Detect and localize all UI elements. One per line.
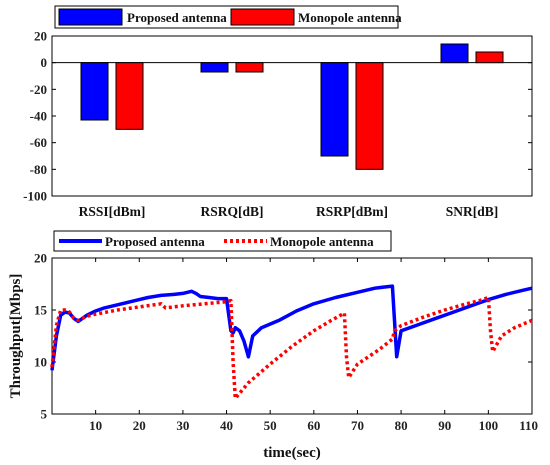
category-label: RSRP[dBm] — [316, 204, 388, 219]
legend-swatch-monopole — [230, 8, 295, 26]
bar-y-tick-label: -20 — [30, 82, 47, 97]
line-x-tick-label: 20 — [133, 418, 146, 433]
bar-monopole-0 — [115, 62, 144, 130]
line-legend: Proposed antenna Monopole antenna — [53, 230, 392, 252]
bar-monopole-3 — [475, 51, 504, 64]
line-x-tick-label: 50 — [264, 418, 277, 433]
category-label: RSRQ[dB] — [200, 204, 263, 219]
x-axis-label: time(sec) — [263, 445, 320, 461]
bar-legend: Proposed antenna Monopole antenna — [54, 5, 402, 29]
bar-proposed-0 — [80, 62, 109, 121]
bar-y-tick-label: -40 — [30, 109, 47, 124]
legend-label-monopole: Monopole antenna — [298, 10, 402, 25]
line-y-tick-label: 5 — [41, 407, 48, 422]
legend-label-proposed: Proposed antenna — [105, 234, 205, 249]
bar-monopole-2 — [355, 62, 384, 170]
bar-proposed-1 — [200, 62, 229, 73]
legend-label-monopole: Monopole antenna — [270, 234, 374, 249]
bar-y-ticks: 20 0 -20 -40 -60 -80 -100 — [23, 29, 532, 204]
bar-proposed-2 — [320, 62, 349, 157]
bar-y-tick-label: -80 — [30, 162, 47, 177]
line-y-tick-label: 20 — [34, 251, 47, 266]
line-plot-frame — [51, 257, 533, 415]
line-x-tick-label: 100 — [479, 418, 499, 433]
bar-y-tick-label: -60 — [30, 135, 47, 150]
legend-label-proposed: Proposed antenna — [127, 10, 227, 25]
line-legend-box — [53, 230, 392, 252]
bar-y-tick-label: 0 — [41, 55, 48, 70]
legend-swatch-proposed — [58, 8, 123, 26]
line-y-tick-label: 15 — [34, 303, 48, 318]
line-y-tick-label: 10 — [34, 355, 47, 370]
bar-legend-box — [54, 5, 399, 29]
y-axis-label: Throughput[Mbps] — [8, 274, 24, 399]
line-x-tick-label: 40 — [220, 418, 233, 433]
bar-monopole-1 — [235, 62, 264, 73]
line-y-ticks: 5 10 15 20 — [34, 251, 532, 422]
line-x-tick-label: 60 — [307, 418, 320, 433]
series-line-proposed — [50, 284, 533, 371]
bar-categories: RSSI[dBm] RSRQ[dB] RSRP[dBm] SNR[dB] — [79, 204, 499, 219]
line-x-ticks: 10 20 30 40 50 60 70 80 90 100 110 — [89, 258, 538, 433]
line-x-tick-label: 110 — [519, 418, 538, 433]
line-x-tick-label: 30 — [176, 418, 189, 433]
bar-y-tick-label: -100 — [23, 189, 47, 204]
line-x-tick-label: 70 — [351, 418, 364, 433]
category-label: RSSI[dBm] — [79, 204, 146, 219]
bar-proposed-3 — [440, 43, 469, 64]
bar-y-tick-label: 20 — [34, 29, 47, 44]
bar-chart: 20 0 -20 -40 -60 -80 -100 RSSI[dBm] RSRQ[dB] RSR… — [23, 5, 533, 219]
line-x-tick-label: 80 — [395, 418, 408, 433]
category-label: SNR[dB] — [446, 204, 499, 219]
line-x-tick-label: 10 — [89, 418, 102, 433]
line-x-tick-label: 90 — [438, 418, 451, 433]
bar-series — [80, 43, 504, 170]
series-line-monopole — [50, 295, 533, 401]
line-chart: 5 10 15 20 10 20 30 40 50 60 70 80 90 100 110 Propose… — [8, 230, 538, 461]
